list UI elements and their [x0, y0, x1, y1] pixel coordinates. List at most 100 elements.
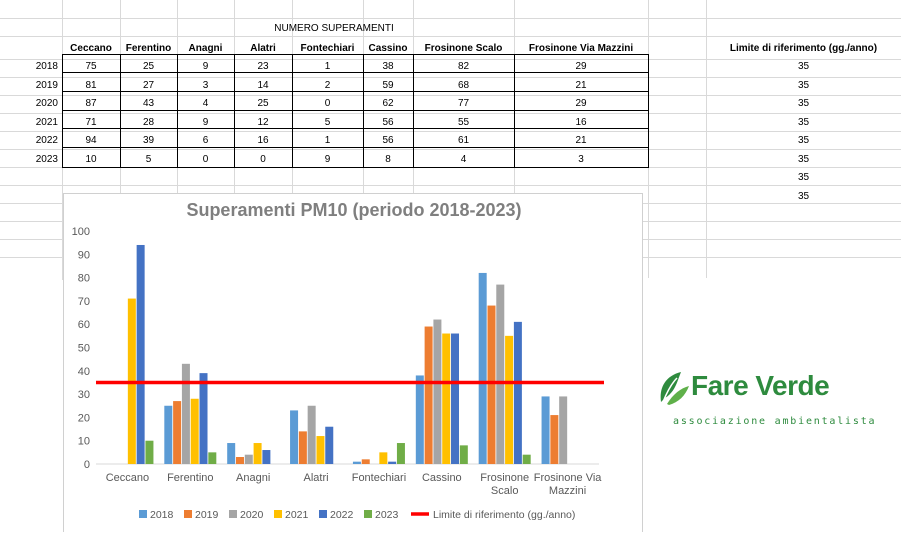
table-cell[interactable]: 29	[575, 98, 587, 109]
table-cell[interactable]: 43	[142, 98, 155, 109]
limit-header[interactable]: Limite di riferimento (gg./anno)	[729, 43, 878, 54]
table-cell[interactable]: 25	[257, 98, 269, 109]
row-year[interactable]: 2022	[35, 135, 58, 146]
table-cell[interactable]: 87	[85, 98, 97, 109]
bar-2020-2	[244, 454, 253, 464]
table-cell[interactable]: 56	[382, 135, 394, 146]
bar-2019-6	[487, 305, 496, 464]
table-cell[interactable]: 39	[142, 135, 155, 146]
table-cell[interactable]: 3	[202, 79, 209, 91]
bar-2018-2	[227, 443, 236, 464]
column-header[interactable]: Fontechiari	[300, 43, 355, 54]
limit-cell[interactable]: 35	[797, 153, 810, 165]
table-cell[interactable]: 75	[85, 61, 97, 72]
limit-cell[interactable]: 35	[797, 61, 810, 72]
table-cell[interactable]: 16	[257, 135, 269, 146]
column-header[interactable]: Frosinone Via Mazzini	[528, 43, 634, 54]
table-cell[interactable]: 71	[85, 116, 97, 128]
table-cell[interactable]: 59	[382, 79, 394, 91]
table-cell[interactable]: 2	[324, 79, 331, 91]
limit-cell[interactable]: 35	[797, 135, 810, 146]
bar-2023-0	[145, 440, 154, 464]
sheet-gridline	[0, 36, 901, 37]
table-cell[interactable]: 29	[575, 61, 587, 72]
x-tick-label: Cassino	[422, 472, 462, 484]
table-cell[interactable]: 10	[85, 153, 97, 165]
table-cell[interactable]: 68	[457, 79, 470, 91]
legend-label: 2022	[330, 509, 354, 521]
column-header[interactable]: Ceccano	[70, 43, 112, 54]
bar-2019-1	[173, 401, 182, 464]
table-cell[interactable]: 23	[257, 61, 269, 72]
table-cell[interactable]: 9	[202, 61, 209, 72]
row-year[interactable]: 2021	[35, 116, 58, 128]
logo-subtitle: associazione ambientalista	[673, 416, 877, 427]
table-cell[interactable]: 21	[575, 79, 587, 91]
table-cell[interactable]: 14	[257, 79, 269, 91]
limit-cell[interactable]: 35	[797, 190, 810, 202]
limit-cell[interactable]: 35	[797, 172, 810, 183]
bar-2019-5	[424, 326, 433, 464]
row-year[interactable]: 2023	[35, 153, 58, 165]
limit-cell[interactable]: 35	[797, 79, 810, 91]
table-cell[interactable]: 25	[142, 61, 155, 72]
bar-chart: Superamenti PM10 (periodo 2018-2023) 0 10 2…	[72, 200, 604, 521]
table-cell[interactable]: 27	[142, 79, 155, 91]
sheet-gridline	[0, 149, 901, 150]
legend-swatch-2019	[184, 510, 192, 518]
row-year[interactable]: 2019	[35, 79, 58, 91]
table-cell[interactable]: 12	[257, 116, 269, 128]
table-cell[interactable]: 0	[260, 153, 266, 165]
table-cell[interactable]: 1	[324, 61, 331, 72]
table-cell[interactable]: 55	[457, 116, 470, 128]
table-cell[interactable]: 38	[382, 61, 394, 72]
table-cell[interactable]: 28	[142, 116, 155, 128]
table-cell[interactable]: 4	[202, 98, 209, 109]
column-header[interactable]: Ferentino	[125, 43, 172, 54]
row-year[interactable]: 2018	[35, 61, 58, 72]
table-line	[62, 72, 649, 73]
table-cell[interactable]: 3	[578, 153, 584, 165]
table-cell[interactable]: 9	[202, 116, 209, 128]
chart-panel[interactable]: Superamenti PM10 (periodo 2018-2023) 0 10 2…	[63, 193, 643, 532]
table-cell[interactable]: 6	[202, 135, 209, 146]
column-header[interactable]: Alatri	[250, 43, 276, 54]
bar-2021-2	[253, 443, 262, 464]
row-year[interactable]: 2020	[35, 98, 58, 109]
table-title[interactable]: NUMERO SUPERAMENTI	[274, 23, 394, 34]
legend-swatch-2022	[319, 510, 327, 518]
table-cell[interactable]: 81	[85, 79, 97, 91]
sheet-gridline	[706, 0, 707, 280]
x-tick-label: Ferentino	[167, 472, 213, 484]
sheet-gridline	[0, 113, 901, 114]
y-tick-label: 80	[78, 273, 90, 285]
column-header[interactable]: Anagni	[188, 43, 223, 54]
table-cell[interactable]: 21	[575, 135, 587, 146]
table-cell[interactable]: 5	[145, 153, 152, 165]
table-cell[interactable]: 9	[324, 153, 331, 165]
data-table-border	[62, 54, 649, 168]
table-cell[interactable]: 82	[457, 61, 470, 72]
table-cell[interactable]: 0	[324, 98, 331, 109]
table-cell[interactable]: 5	[324, 116, 331, 128]
table-cell[interactable]: 77	[457, 98, 470, 109]
table-line	[62, 110, 649, 111]
table-cell[interactable]: 94	[85, 135, 97, 146]
limit-cell[interactable]: 35	[797, 116, 810, 128]
bar-2022-1	[199, 373, 208, 464]
bar-2020-7	[559, 396, 568, 464]
limit-cell[interactable]: 35	[797, 98, 810, 109]
table-cell[interactable]: 1	[324, 135, 331, 146]
column-header[interactable]: Frosinone Scalo	[424, 43, 503, 54]
table-cell[interactable]: 4	[460, 153, 467, 165]
table-cell[interactable]: 0	[202, 153, 209, 165]
bar-2022-2	[262, 450, 271, 464]
table-cell[interactable]: 56	[382, 116, 394, 128]
bar-2018-1	[164, 405, 173, 464]
table-cell[interactable]: 61	[457, 135, 470, 146]
bar-2019-3	[298, 431, 307, 464]
column-header[interactable]: Cassino	[368, 43, 408, 54]
table-cell[interactable]: 8	[385, 153, 391, 165]
table-cell[interactable]: 62	[382, 98, 394, 109]
table-cell[interactable]: 16	[575, 116, 587, 128]
